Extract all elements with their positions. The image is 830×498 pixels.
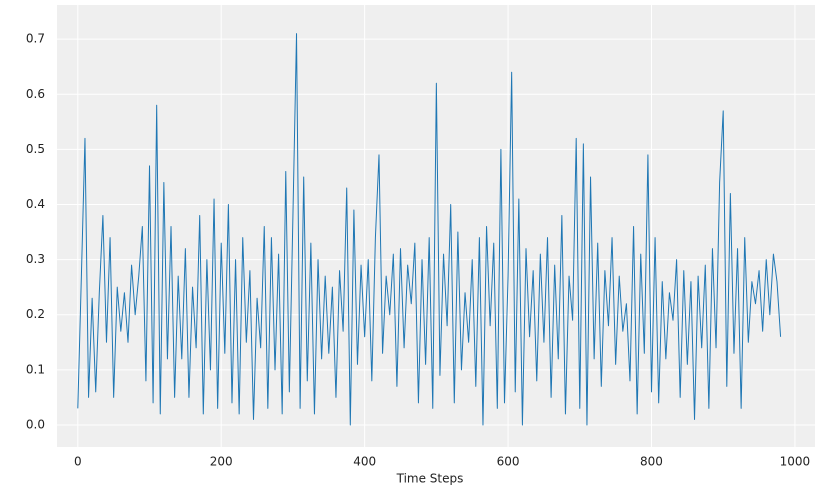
x-tick-label: 200 [210,455,233,469]
y-tick-label: 0.1 [26,362,45,376]
x-axis-label: Time Steps [396,472,464,486]
y-tick-label: 0.2 [26,307,45,321]
y-tick-label: 0.3 [26,252,45,266]
data-line [77,33,782,426]
y-tick-label: 0.4 [26,197,45,211]
x-tick-label: 800 [640,455,663,469]
x-tick-label: 600 [497,455,520,469]
x-tick-label: 400 [353,455,376,469]
y-tick-label: 0.7 [26,32,45,46]
x-tick-label: 0 [74,455,82,469]
y-tick-label: 0.6 [26,87,45,101]
y-tick-label: 0.0 [26,417,45,431]
x-tick-label: 1000 [780,455,811,469]
plot-area [57,5,815,447]
y-tick-label: 0.5 [26,142,45,156]
